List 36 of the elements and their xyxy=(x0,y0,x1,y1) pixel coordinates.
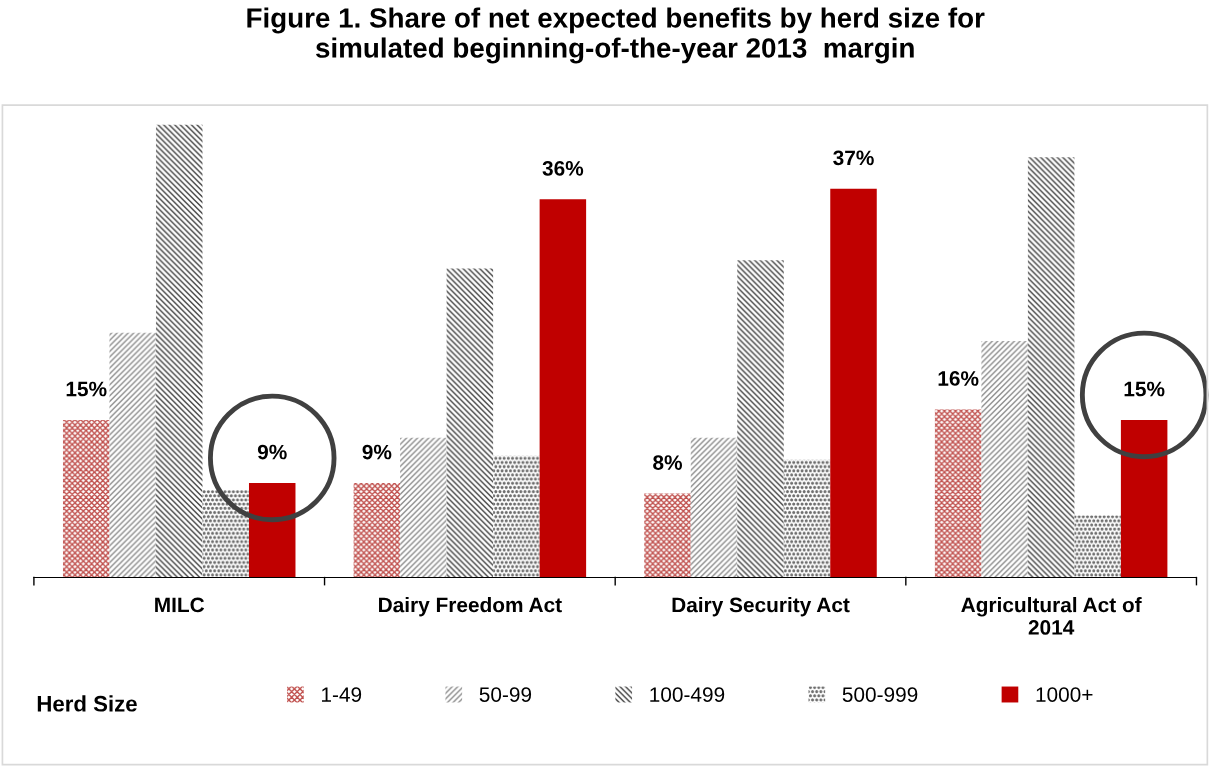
x-tick-label: Agricultural Act of 2014 xyxy=(961,597,1142,635)
data-label: 9% xyxy=(362,444,392,460)
data-label: 15% xyxy=(1124,381,1165,397)
bar xyxy=(539,199,587,578)
data-label: 16% xyxy=(938,371,979,386)
bar xyxy=(353,482,401,578)
legend-label: 1000+ xyxy=(1036,687,1093,702)
bar xyxy=(62,419,110,578)
legend-label: 1-49 xyxy=(322,687,362,702)
x-tick-label: Dairy Security Act xyxy=(672,597,850,617)
bar xyxy=(1074,515,1121,578)
data-label: 37% xyxy=(833,150,874,166)
data-label: 15% xyxy=(66,381,107,397)
legend-label: 500-999 xyxy=(842,687,918,702)
bar xyxy=(737,260,784,578)
bar xyxy=(934,409,982,578)
bar xyxy=(493,455,540,578)
data-label: 8% xyxy=(653,455,683,470)
legend-title: Herd Size xyxy=(37,695,137,712)
bar xyxy=(981,341,1028,578)
bar xyxy=(446,268,494,578)
bar xyxy=(1027,157,1075,578)
data-label: 36% xyxy=(542,160,584,176)
bar xyxy=(400,437,447,578)
bar xyxy=(690,437,738,578)
bar xyxy=(155,124,203,578)
legend-label: 50-99 xyxy=(479,687,532,702)
chart-title: Figure 1. Share of net expected benefits by herd size for simulated beginning-of-the-year 2013 margin xyxy=(247,7,985,64)
bar xyxy=(109,332,156,578)
x-tick-label: MILC xyxy=(155,597,205,613)
bar xyxy=(644,493,691,578)
bar xyxy=(783,459,831,578)
data-label: 9% xyxy=(257,444,287,460)
legend-label: 100-499 xyxy=(650,687,725,702)
x-tick-label: Dairy Freedom Act xyxy=(379,597,562,617)
bar xyxy=(830,188,877,578)
